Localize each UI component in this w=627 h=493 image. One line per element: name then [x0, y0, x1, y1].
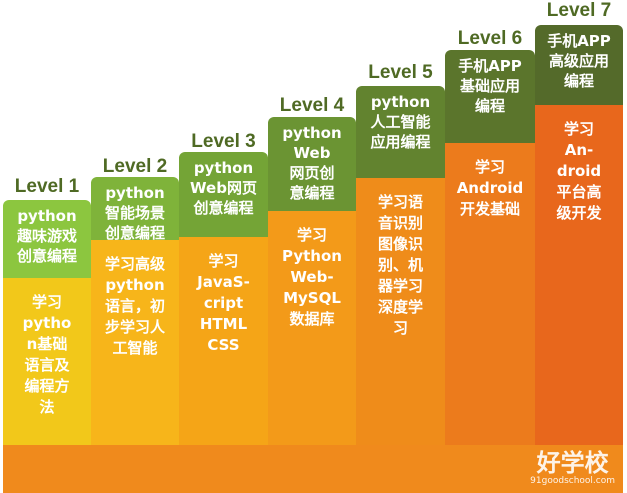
header-line: python [105, 184, 165, 202]
base-bar [3, 445, 623, 493]
body-line: 器学习 [377, 277, 423, 295]
body-line: cript [203, 294, 244, 312]
level-header: 手机APP 基础应用编程 [445, 50, 535, 143]
body-line: droid [556, 162, 602, 180]
level-header: 手机APP 高级应用编程 [535, 25, 623, 105]
body-line: python [105, 276, 165, 294]
level-label: Level 6 [457, 28, 523, 49]
level-label: Level 5 [368, 62, 433, 83]
watermark-brand: 好学校 [536, 449, 609, 477]
body-line: MySQL [283, 289, 341, 307]
body-line: Python [282, 247, 342, 265]
body-line: JavaS- [197, 273, 250, 291]
body-line: 学习语 [377, 193, 423, 211]
body-line: 学习 [31, 293, 62, 311]
level-header: python Web 网页创意编程 [268, 117, 356, 211]
body-line: pytho [22, 314, 72, 332]
header-line: python [193, 159, 254, 177]
level-body: 学习 Python Web- MySQL 数据库 [268, 211, 356, 445]
header-line: Web [293, 144, 331, 162]
body-line: 图像识 [377, 235, 423, 253]
level-header: python 人工智能应用编程 [356, 86, 445, 178]
level-label: Level 1 [14, 176, 80, 197]
level-body: 学习 pytho n基础语言及编程方法 [3, 278, 91, 445]
header-line: 基础应用 [459, 77, 520, 95]
body-line: 平台高 [556, 183, 602, 201]
header-line: 手机APP [458, 57, 522, 75]
body-line: 语言及 [24, 356, 70, 374]
body-line: An- [564, 141, 594, 159]
level-header: python 智能场景创意编程 [91, 177, 179, 242]
body-line: HTML [199, 315, 248, 333]
level-label: Level 2 [102, 156, 168, 177]
level-body: 学习 Android 开发基础 [445, 143, 535, 445]
header-line: python [17, 207, 77, 225]
body-line: 深度学 [377, 298, 423, 316]
body-line: 级开发 [556, 204, 602, 222]
header-line: python [282, 124, 342, 142]
header-line: 意编程 [289, 184, 335, 202]
level-body: 学习语音识别图像识别、机器学习深度学习 [356, 178, 445, 445]
watermark-url: 91goodschool.com [530, 476, 615, 486]
body-line: 语言，初 [104, 297, 165, 315]
header-line: python [370, 93, 431, 111]
header-line: 手机APP [547, 32, 611, 50]
header-line: 网页创 [289, 164, 335, 182]
header-line: 高级应用 [548, 52, 609, 70]
watermark: 好学校 91goodschool.com [530, 450, 615, 486]
body-line: 学习 [563, 120, 594, 138]
level-header: python Web网页创意编程 [179, 152, 268, 237]
body-line: 步学习人 [104, 318, 165, 336]
body-line: 音识别 [377, 214, 423, 232]
level-body: 学习高级 python 语言，初步学习人工智能 [91, 240, 179, 445]
body-line: 学习 [296, 226, 327, 244]
level-body: 学习 An-droid 平台高级开发 [535, 105, 623, 445]
body-line: 学习高级 [104, 255, 165, 273]
header-line: 创意编程 [193, 199, 254, 217]
header-line: 创意编程 [16, 247, 77, 265]
body-line: Web- [290, 268, 334, 286]
body-line: 法 [39, 398, 55, 416]
level-label: Level 4 [279, 95, 345, 116]
body-line: 开发基础 [459, 200, 520, 218]
header-line: Web网页 [190, 179, 257, 197]
body-line: 学习 [474, 158, 505, 176]
body-line: CSS [207, 336, 240, 354]
header-line: 智能场景 [104, 204, 165, 222]
body-line: 习 [392, 319, 408, 337]
level-body: 学习 JavaS-cript HTML CSS [179, 237, 268, 445]
body-line: 编程方 [24, 377, 70, 395]
header-line: 创意编程 [104, 224, 165, 242]
body-line: Android [456, 179, 524, 197]
header-line: 人工智能 [370, 113, 431, 131]
body-line: 数据库 [289, 310, 335, 328]
level-header: python 趣味游戏创意编程 [3, 200, 91, 278]
body-line: 工智能 [112, 339, 158, 357]
header-line: 编程 [563, 72, 594, 90]
header-line: 应用编程 [370, 133, 431, 151]
level-label: Level 7 [546, 0, 612, 21]
body-line: 别、机 [377, 256, 423, 274]
body-line: 学习 [208, 252, 239, 270]
header-line: 编程 [474, 97, 505, 115]
body-line: n基础 [26, 335, 68, 353]
level-label: Level 3 [191, 131, 256, 152]
header-line: 趣味游戏 [16, 227, 77, 245]
